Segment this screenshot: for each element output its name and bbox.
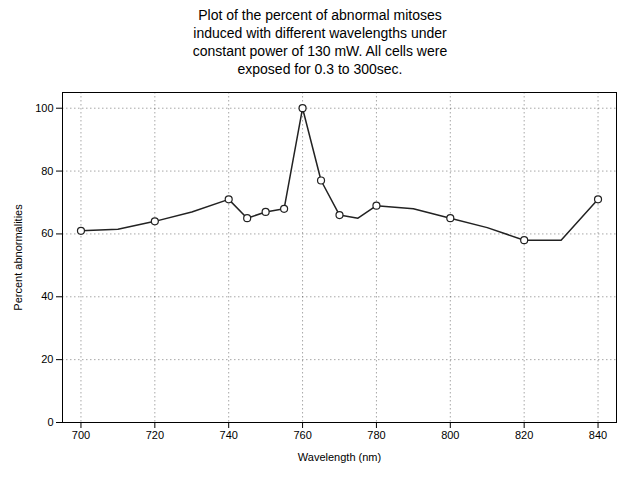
svg-text:700: 700 — [72, 429, 90, 441]
svg-text:Percent abnormalities: Percent abnormalities — [12, 204, 24, 311]
svg-text:Wavelength (nm): Wavelength (nm) — [298, 451, 381, 463]
svg-text:760: 760 — [293, 429, 311, 441]
svg-text:720: 720 — [146, 429, 164, 441]
svg-text:20: 20 — [41, 353, 53, 365]
svg-text:780: 780 — [367, 429, 385, 441]
svg-text:40: 40 — [41, 290, 53, 302]
svg-text:0: 0 — [47, 416, 53, 428]
svg-text:100: 100 — [35, 102, 53, 114]
svg-text:800: 800 — [441, 429, 459, 441]
svg-text:60: 60 — [41, 227, 53, 239]
html-text:Plot of the percent of abnorma: Plot of the percent of abnormal mitoses … — [192, 7, 448, 77]
svg-text:840: 840 — [589, 429, 607, 441]
svg-text:820: 820 — [515, 429, 533, 441]
svg-text:740: 740 — [220, 429, 238, 441]
svg-text:80: 80 — [41, 165, 53, 177]
